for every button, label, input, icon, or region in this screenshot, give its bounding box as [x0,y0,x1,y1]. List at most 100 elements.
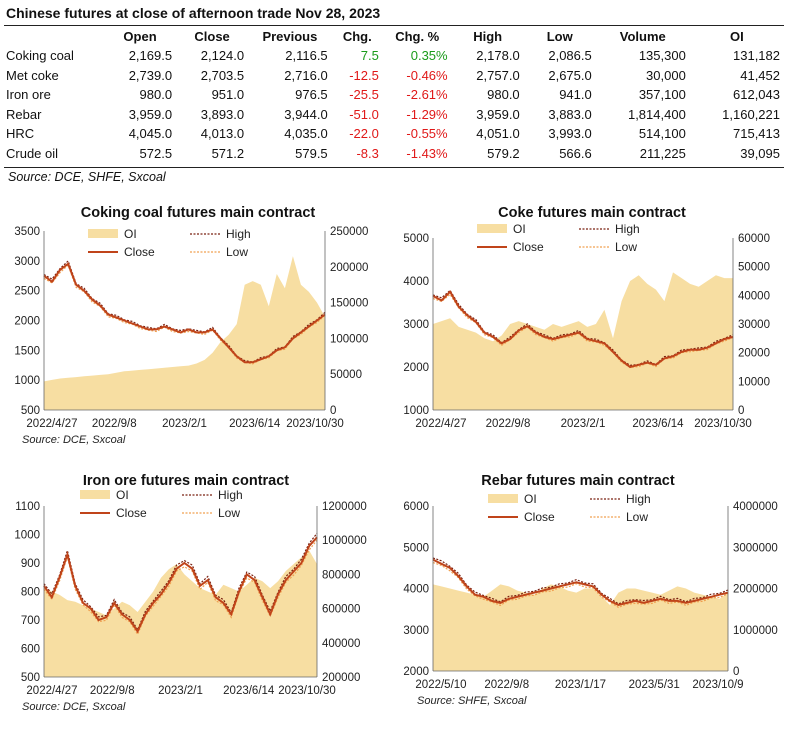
y2-tick-label: 1200000 [322,501,367,513]
y-tick-label: 5000 [403,233,429,245]
y-tick-label: 3000 [403,319,429,331]
header-row: Open Close Previous Chg. Chg. % High Low… [4,27,784,46]
y-tick-label: 1100 [15,501,40,513]
y2-tick-label: 20000 [738,348,770,360]
y-tick-label: 900 [21,558,40,570]
page-title: Chinese futures at close of afternoon tr… [6,5,381,21]
cell-chg-pct: 0.35% [410,48,448,64]
x-tick-label: 2023/2/1 [561,418,606,430]
x-tick-label: 2023/5/31 [629,679,680,691]
high-line [432,289,734,366]
legend-close-label: Close [513,240,544,254]
y2-tick-label: 0 [733,666,739,678]
chart-title: Coking coal futures main contract [81,205,316,221]
cell-name: Iron ore [6,87,51,103]
column-header-open: Open [123,29,157,44]
x-tick-label: 2023/1/17 [555,679,606,691]
legend-high-label: High [226,227,251,241]
y2-tick-label: 250000 [330,226,368,238]
cell-close: 951.0 [211,87,245,103]
legend-high-label: High [218,488,243,502]
x-tick-label: 2023/10/30 [278,685,336,697]
y-tick-label: 1000 [403,405,429,417]
y-tick-label: 3500 [14,226,40,238]
y2-tick-label: 60000 [738,233,770,245]
table-header: Open Close Previous Chg. Chg. % High Low… [4,27,784,46]
oi-area [44,550,317,677]
table-row: Rebar 3,959.0 3,893.0 3,944.0 -51.0 -1.29% 3,9… [4,105,784,125]
legend-low-label: Low [626,510,648,524]
cell-close: 4,013.0 [200,126,245,142]
x-tick-label: 2022/4/27 [26,418,77,430]
cell-low: 3,993.0 [548,126,592,142]
y2-tick-label: 50000 [330,369,362,381]
rebar-chart: Rebar futures main contract 2000 3000 4000 5… [403,473,777,707]
cell-low: 2,086.5 [548,48,592,64]
x-tick-label: 2022/9/8 [92,418,137,430]
column-header-high: High [473,29,503,44]
legend-high-label: High [615,222,640,236]
coke-chart: Coke futures main contract 1000 2000 3000 40… [403,205,770,430]
cell-high: 980.0 [487,87,520,103]
y-tick-label: 800 [21,587,40,599]
table-row: HRC 4,045.0 4,013.0 4,035.0 -22.0 -0.55% 4,051… [4,124,784,144]
y2-tick-label: 1000000 [322,535,367,547]
legend-close-label: Close [116,506,147,520]
y-tick-label: 1000 [14,530,40,542]
cell-open: 572.5 [139,145,173,161]
y-tick-label: 6000 [403,501,429,513]
low-line [43,539,318,636]
cell-name: Crude oil [6,145,59,161]
table-divider [4,167,784,168]
legend-low-label: Low [218,506,240,520]
cell-close: 3,893.0 [200,106,245,122]
cell-volume: 514,100 [638,126,686,142]
legend-oi-label: OI [124,227,137,241]
y-tick-label: 500 [21,672,40,684]
cell-chg: -51.0 [349,106,379,122]
y2-tick-label: 30000 [738,319,770,331]
cell-chg-pct: -0.55% [406,126,448,142]
legend-low-label: Low [226,245,248,259]
y2-tick-label: 100000 [330,333,368,345]
x-tick-label: 2023/6/14 [223,685,275,697]
cell-low: 3,883.0 [548,106,592,122]
y-tick-label: 2000 [14,316,40,328]
y2-tick-label: 200000 [330,262,368,274]
x-tick-label: 2022/4/27 [26,685,77,697]
cell-high: 4,051.0 [476,126,520,142]
futures-table: Open Close Previous Chg. Chg. % High Low… [4,27,784,163]
legend-high-label: High [626,492,651,506]
y2-tick-label: 200000 [322,672,360,684]
x-tick-label: 2022/5/10 [415,679,466,691]
cell-open: 4,045.0 [128,126,173,142]
chart-source: Source: DCE, Sxcoal [22,434,126,446]
cell-volume: 211,225 [639,145,686,161]
high-line [43,532,318,632]
cell-close: 571.2 [211,145,245,161]
table-row: Coking coal 2,169.5 2,124.0 2,116.5 7.5 0.35%… [4,46,784,66]
column-header-low: Low [546,29,573,44]
chart-title: Iron ore futures main contract [83,473,289,489]
cell-oi: 41,452 [740,67,780,83]
y-tick-label: 1500 [14,345,40,357]
x-tick-label: 2022/9/8 [486,418,531,430]
cell-name: Met coke [6,67,59,83]
y-tick-label: 700 [21,615,40,627]
cell-oi: 1,160,221 [722,106,780,122]
column-header-volume: Volume [619,29,666,44]
cell-previous: 4,035.0 [284,126,328,142]
legend-close-label: Close [524,510,555,524]
cell-oi: 39,095 [740,145,780,161]
cell-low: 941.0 [559,87,592,103]
y2-tick-label: 0 [738,405,744,417]
cell-open: 2,169.5 [128,48,173,64]
low-line [432,562,729,609]
chart-source: Source: SHFE, Sxcoal [417,695,527,707]
close-line [43,262,326,364]
x-tick-label: 2023/10/9 [692,679,743,691]
close-line [432,558,729,607]
cell-chg-pct: -1.43% [406,145,448,161]
cell-previous: 2,716.0 [284,67,328,83]
table-row: Crude oil 572.5 571.2 579.5 -8.3 -1.43% 579.2 5… [4,144,784,164]
